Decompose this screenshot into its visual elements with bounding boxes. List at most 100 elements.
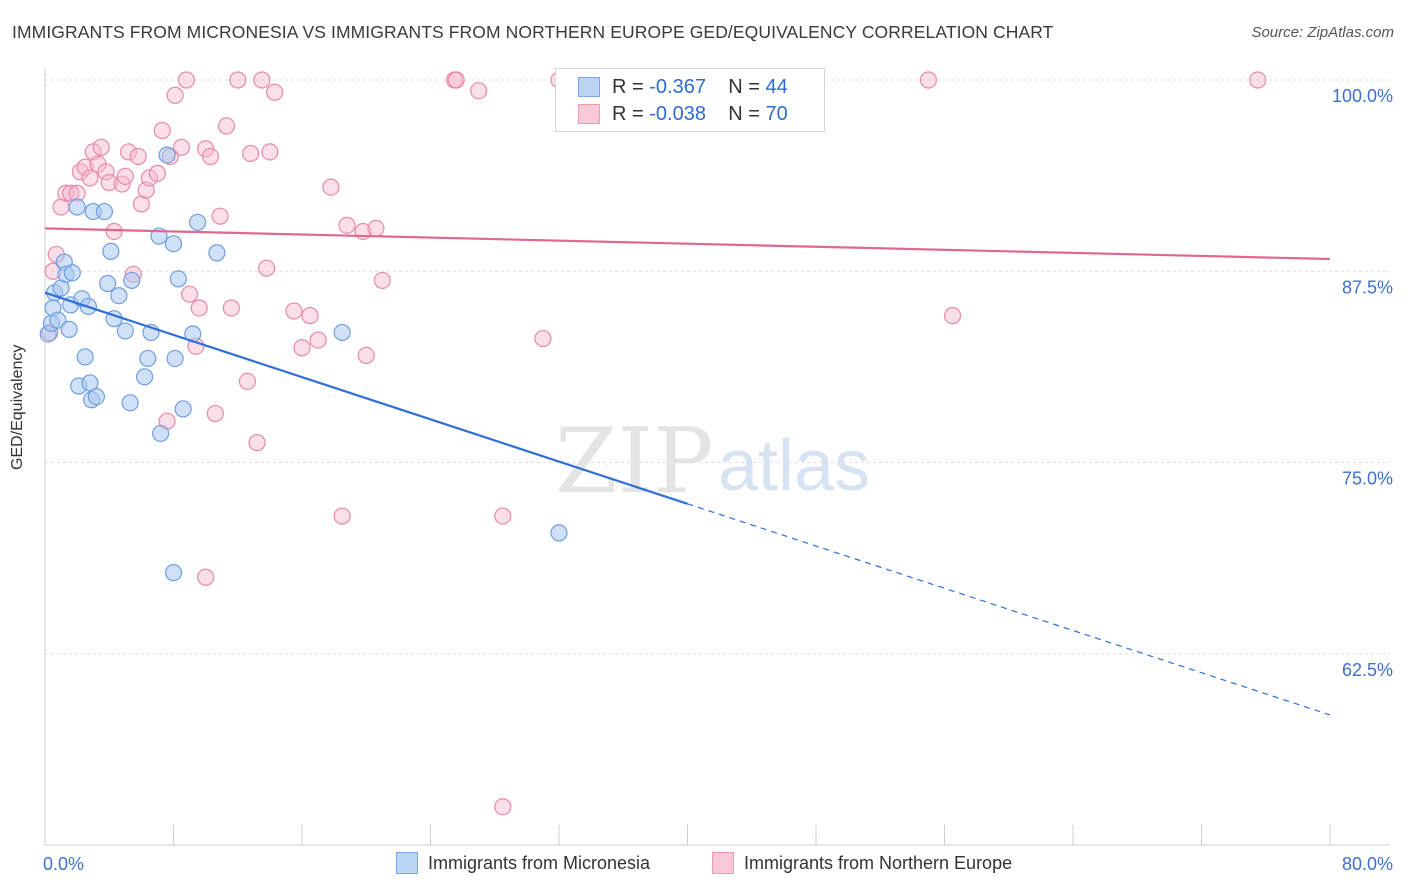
data-point-northern-europe [180, 285, 199, 303]
data-point-micronesia [135, 368, 154, 386]
legend-r-value: -0.367 [649, 75, 706, 98]
data-point-micronesia [68, 198, 86, 216]
watermark-zip: ZIP [555, 409, 714, 514]
y-tick-labels: 62.5% 75.0% 87.5% 100.0% [1332, 86, 1393, 680]
series-northern-europe-points [41, 71, 1267, 816]
data-point-northern-europe [301, 307, 319, 325]
data-point-northern-europe [172, 138, 191, 156]
data-point-northern-europe [494, 507, 512, 525]
y-tick-label: 62.5% [1342, 660, 1393, 680]
data-point-northern-europe [153, 121, 171, 140]
trend-line-micronesia [44, 291, 688, 505]
data-point-micronesia [166, 349, 184, 368]
data-point-northern-europe [373, 271, 391, 290]
legend-swatch-micronesia [396, 852, 418, 874]
data-point-northern-europe [100, 173, 118, 192]
data-point-micronesia [60, 320, 78, 338]
data-point-micronesia [188, 213, 207, 231]
data-point-northern-europe [62, 184, 80, 202]
trend-line-northern-europe [44, 227, 1331, 261]
x-tick-label: 0.0% [43, 854, 84, 874]
data-point-northern-europe [266, 83, 284, 101]
data-point-northern-europe [148, 164, 167, 182]
legend-row-northern-europe: R = -0.038 N = 70 [578, 102, 788, 126]
data-point-micronesia [164, 564, 183, 582]
data-point-micronesia [49, 311, 67, 329]
y-tick-label: 100.0% [1332, 86, 1393, 106]
data-point-micronesia [123, 271, 141, 290]
data-point-northern-europe [140, 169, 159, 187]
data-point-northern-europe [367, 219, 385, 238]
data-point-micronesia [102, 242, 120, 260]
x-tick-label: 80.0% [1342, 854, 1393, 874]
series-legend: Immigrants from Micronesia Immigrants fr… [0, 852, 1406, 878]
data-point-micronesia [99, 274, 117, 293]
data-point-micronesia [139, 349, 157, 368]
data-point-micronesia [116, 322, 134, 340]
data-point-northern-europe [129, 147, 147, 166]
data-point-northern-europe [92, 138, 110, 156]
data-point-northern-europe [261, 143, 279, 161]
data-point-micronesia [333, 323, 351, 342]
data-point-northern-europe [116, 167, 134, 185]
data-point-northern-europe [338, 216, 356, 234]
data-point-northern-europe [494, 798, 512, 816]
data-point-micronesia [76, 348, 94, 366]
data-point-micronesia [164, 235, 183, 253]
data-point-micronesia [174, 400, 192, 418]
data-point-northern-europe [248, 434, 266, 452]
data-point-northern-europe [206, 404, 224, 423]
data-point-micronesia [169, 270, 187, 288]
legend-row-micronesia: R = -0.367 N = 44 [578, 75, 788, 99]
data-point-micronesia [208, 244, 226, 262]
data-point-northern-europe [177, 71, 195, 89]
legend-item-northern-europe: Immigrants from Northern Europe [712, 852, 1012, 874]
legend-r-label: R = [612, 75, 644, 98]
legend-r-value: -0.038 [649, 102, 706, 125]
axes [44, 68, 1390, 846]
data-point-micronesia [550, 524, 568, 542]
data-point-northern-europe [943, 307, 962, 325]
data-point-northern-europe [229, 71, 247, 89]
data-point-northern-europe [258, 259, 276, 277]
y-tick-label: 75.0% [1342, 469, 1393, 489]
chart-title: IMMIGRANTS FROM MICRONESIA VS IMMIGRANTS… [12, 22, 1054, 42]
data-point-micronesia [95, 202, 114, 221]
y-tick-label: 87.5% [1342, 277, 1393, 297]
source-label: Source: ZipAtlas.com [1251, 24, 1394, 41]
data-point-micronesia [81, 374, 99, 392]
data-point-northern-europe [105, 222, 123, 241]
data-point-northern-europe [166, 86, 184, 104]
data-point-northern-europe [201, 147, 220, 166]
data-point-northern-europe [190, 299, 208, 317]
gridlines [45, 79, 1390, 655]
data-point-northern-europe [447, 71, 465, 89]
legend-n-label: N = [728, 75, 760, 98]
data-point-northern-europe [76, 158, 94, 176]
trend-line-micronesia-extrapolated [687, 503, 1331, 716]
data-point-northern-europe [333, 507, 351, 525]
data-point-northern-europe [97, 163, 115, 181]
x-tick-labels: 0.0% 80.0% [43, 854, 1393, 874]
data-point-micronesia [63, 264, 81, 282]
data-point-micronesia [110, 287, 128, 305]
legend-label-micronesia: Immigrants from Micronesia [428, 852, 651, 873]
data-point-northern-europe [222, 299, 240, 317]
data-point-micronesia [121, 394, 139, 412]
data-point-northern-europe [919, 71, 938, 89]
data-point-northern-europe [197, 568, 215, 586]
legend-n-value: 70 [765, 102, 788, 125]
data-point-northern-europe [293, 339, 311, 357]
data-point-northern-europe [71, 163, 89, 181]
watermark-atlas: atlas [718, 426, 870, 506]
data-point-northern-europe [285, 302, 303, 320]
trend-lines [44, 227, 1331, 716]
legend-item-micronesia: Immigrants from Micronesia [396, 852, 650, 874]
legend-n-value: 44 [765, 75, 788, 98]
data-point-micronesia [152, 424, 170, 443]
data-point-northern-europe [217, 117, 236, 135]
data-point-northern-europe [211, 207, 229, 225]
data-point-micronesia [87, 388, 106, 406]
data-point-northern-europe [534, 329, 552, 348]
series-micronesia-points [39, 146, 568, 582]
